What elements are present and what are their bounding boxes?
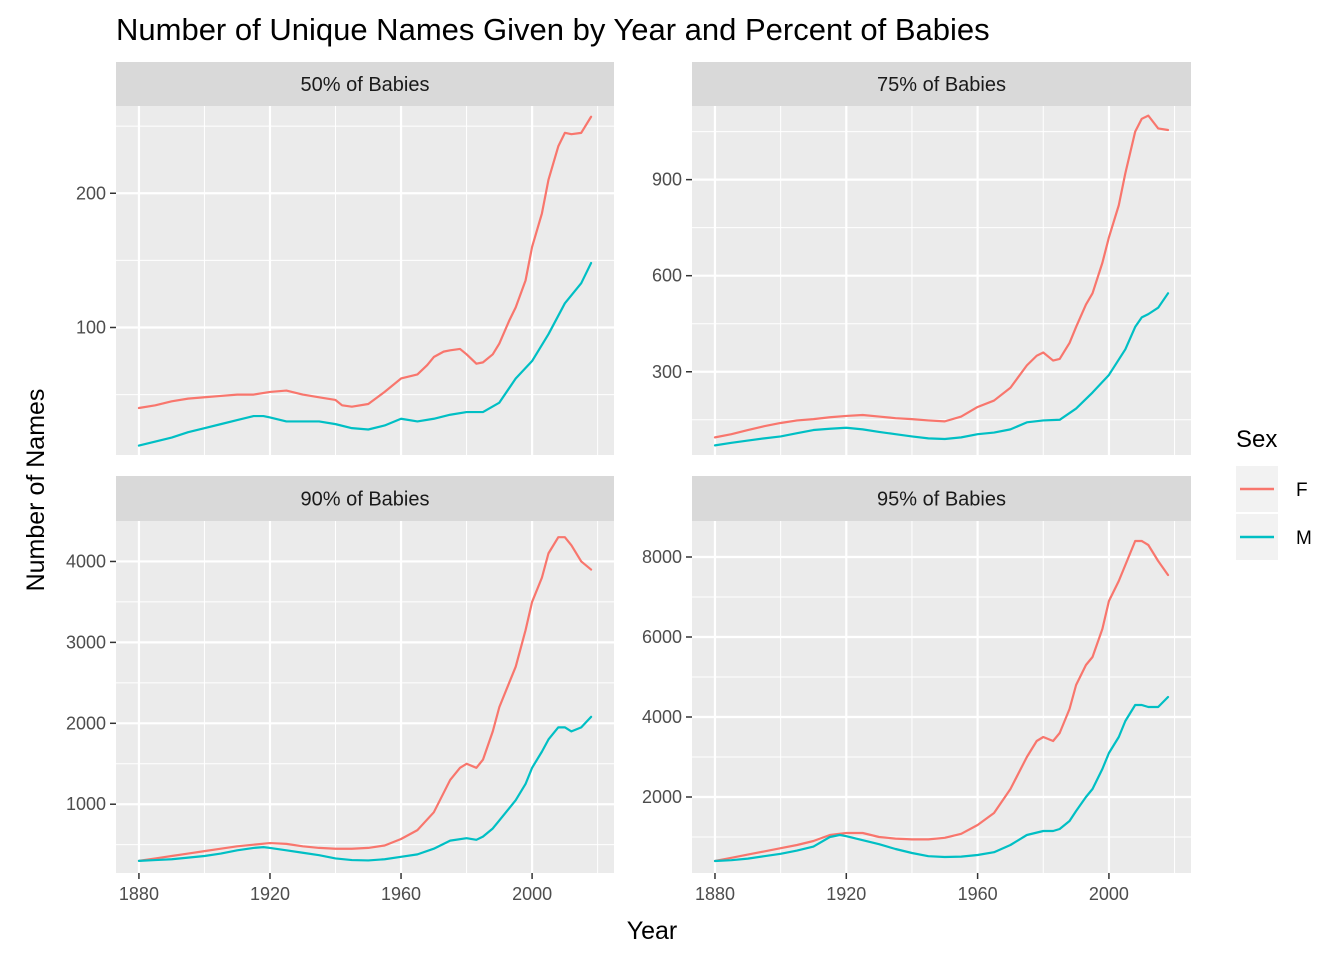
y-tick-label: 1000 (66, 794, 106, 814)
y-tick-label: 8000 (642, 547, 682, 567)
panel-75-of-babies: 75% of Babies 300 600 900 (652, 62, 1191, 455)
x-tick-label: 1960 (381, 884, 421, 904)
legend-label: M (1296, 528, 1312, 549)
y-axis-title: Number of Names (22, 389, 50, 592)
series-line-m (713, 292, 1170, 447)
x-tick-label: 2000 (512, 884, 552, 904)
series-line-f (137, 536, 593, 862)
x-tick-label: 1880 (119, 884, 159, 904)
plot-background (692, 521, 1191, 873)
legend-entry-f: F (1236, 466, 1308, 512)
series-line-f (713, 114, 1170, 439)
x-tick-label: 1920 (250, 884, 290, 904)
gridlines (692, 521, 1191, 873)
facet-strip (692, 476, 1191, 521)
y-tick-label: 2000 (66, 713, 106, 733)
series-line-m (713, 695, 1170, 863)
series-line-f (713, 539, 1170, 863)
series-line-f (137, 115, 593, 410)
y-tick-label: 100 (76, 317, 106, 337)
x-axis-title: Year (627, 917, 678, 945)
y-tick-label: 3000 (66, 632, 106, 652)
facet-strip (692, 62, 1191, 106)
facet-label: 50% of Babies (301, 74, 430, 96)
facet-label: 90% of Babies (301, 489, 430, 511)
legend: Sex F M (1236, 426, 1312, 560)
legend-label: F (1296, 480, 1308, 501)
y-tick-label: 600 (652, 266, 682, 286)
facet-strip (116, 476, 614, 521)
chart-title: Number of Unique Names Given by Year and… (116, 12, 990, 47)
y-tick-label: 900 (652, 170, 682, 190)
gridlines (116, 106, 614, 455)
y-tick-label: 200 (76, 183, 106, 203)
plot-background (116, 521, 614, 873)
facet-panels: 50% of Babies 100 200 75% of Babies 300 600 90… (66, 62, 1191, 904)
facet-strip (116, 62, 614, 106)
x-tick-label: 1880 (695, 884, 735, 904)
legend-title: Sex (1236, 426, 1277, 453)
legend-entry-m: M (1236, 514, 1312, 560)
gridlines (692, 106, 1191, 455)
panel-50-of-babies: 50% of Babies 100 200 (76, 62, 614, 455)
y-tick-label: 6000 (642, 627, 682, 647)
x-tick-label: 1920 (826, 884, 866, 904)
panel-90-of-babies: 90% of Babies 1000 2000 3000 4000 1880 1920 196… (66, 476, 614, 904)
series-line-m (137, 261, 593, 447)
plot-background (116, 106, 614, 455)
facet-label: 95% of Babies (877, 489, 1006, 511)
series-line-m (137, 715, 593, 862)
y-tick-label: 2000 (642, 787, 682, 807)
panel-95-of-babies: 95% of Babies 2000 4000 6000 8000 1880 1920 196… (642, 476, 1191, 904)
x-tick-label: 2000 (1089, 884, 1129, 904)
y-tick-label: 4000 (66, 551, 106, 571)
y-tick-label: 300 (652, 362, 682, 382)
plot-background (692, 106, 1191, 455)
facet-label: 75% of Babies (877, 74, 1006, 96)
y-tick-label: 4000 (642, 707, 682, 727)
x-tick-label: 1960 (958, 884, 998, 904)
gridlines (116, 521, 614, 873)
